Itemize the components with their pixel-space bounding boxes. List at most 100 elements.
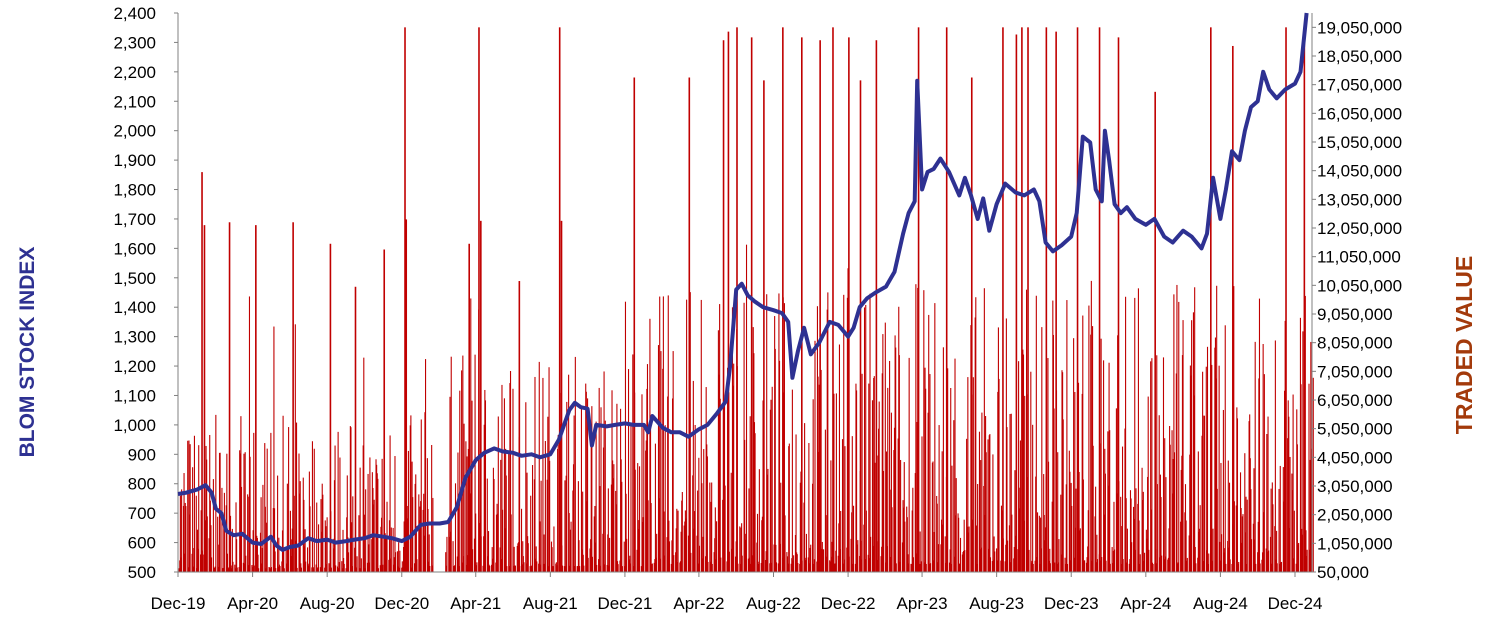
traded-value-bar <box>569 529 571 572</box>
traded-value-bar <box>885 451 888 572</box>
traded-value-bar <box>544 563 546 572</box>
traded-value-bar <box>563 566 565 572</box>
traded-value-bar <box>560 424 562 572</box>
traded-value-bar <box>288 427 290 572</box>
traded-value-bar <box>426 458 428 572</box>
traded-value-bar <box>449 396 451 572</box>
traded-value-bar <box>1255 563 1257 572</box>
traded-value-bar <box>1095 562 1097 572</box>
traded-value-bar <box>415 526 417 572</box>
traded-value-bar <box>653 562 655 572</box>
right-tick-label: 16,050,000 <box>1317 104 1402 123</box>
traded-value-bar <box>1194 546 1196 572</box>
traded-value-bar <box>431 445 433 572</box>
traded-value-bar <box>299 481 301 572</box>
traded-value-bar <box>1236 407 1238 572</box>
traded-value-bar <box>1280 562 1282 572</box>
traded-value-spike <box>1232 45 1234 572</box>
traded-value-bar <box>262 484 264 572</box>
traded-value-bar <box>628 559 630 572</box>
traded-value-bar <box>790 563 792 572</box>
left-axis-ticks: 500 600 700 800 900 1,000 1,100 1,200 1,300 1,400… <box>113 4 178 582</box>
traded-value-bar <box>675 552 677 572</box>
traded-value-bar <box>281 561 283 572</box>
traded-value-bar <box>429 565 431 572</box>
traded-value-bar <box>654 559 656 572</box>
left-tick-label: 600 <box>128 534 156 553</box>
traded-value-bar <box>1219 541 1221 572</box>
left-tick-label: 1,500 <box>113 269 156 288</box>
traded-value-bar <box>552 566 554 572</box>
traded-value-bar <box>1258 378 1260 572</box>
traded-value-bar <box>791 389 793 572</box>
traded-value-bar <box>493 478 495 572</box>
traded-value-bar <box>882 470 885 572</box>
traded-value-bar <box>863 307 866 572</box>
traded-value-bar <box>589 548 591 572</box>
traded-value-bar <box>1233 286 1235 572</box>
traded-value-bar <box>602 533 604 572</box>
traded-value-bar <box>1070 560 1072 572</box>
traded-value-bar <box>701 558 704 572</box>
traded-value-bar <box>963 550 965 572</box>
traded-value-bar <box>1000 505 1003 572</box>
traded-value-bar <box>223 492 225 572</box>
traded-value-bar <box>616 561 619 572</box>
traded-value-bar <box>719 304 721 572</box>
traded-value-bar <box>698 457 700 572</box>
traded-value-bar <box>329 568 331 572</box>
traded-value-spike <box>1154 91 1156 572</box>
traded-value-bar <box>852 563 854 572</box>
traded-value-bar <box>945 562 947 572</box>
traded-value-bar <box>337 431 339 572</box>
traded-value-bar <box>826 556 828 572</box>
traded-value-bar <box>178 568 180 572</box>
traded-value-bar <box>841 439 844 572</box>
traded-value-bar <box>878 401 880 572</box>
traded-value-bar <box>743 302 745 572</box>
traded-value-bar <box>912 487 914 572</box>
traded-value-bar <box>579 566 581 572</box>
traded-value-bar <box>824 429 826 572</box>
traded-value-bar <box>326 517 328 572</box>
traded-value-bar <box>671 540 673 572</box>
traded-value-bar <box>187 567 189 572</box>
traded-value-bar <box>907 563 910 572</box>
traded-value-bar <box>317 568 319 572</box>
traded-value-bar <box>239 450 241 572</box>
traded-value-bar <box>1131 542 1133 572</box>
traded-value-bar <box>1022 354 1025 572</box>
traded-value-bar <box>1114 549 1116 572</box>
traded-value-bar <box>1052 300 1054 572</box>
left-tick-label: 2,200 <box>113 63 156 82</box>
traded-value-bar <box>651 563 653 572</box>
traded-value-bar <box>694 511 696 572</box>
traded-value-bar <box>927 412 929 572</box>
traded-value-bar <box>958 563 960 572</box>
traded-value-bar <box>906 517 908 572</box>
traded-value-bar <box>461 370 463 572</box>
traded-value-bar <box>1186 557 1188 572</box>
traded-value-bar <box>716 521 718 572</box>
traded-value-bar <box>1171 430 1173 572</box>
traded-value-bar <box>513 565 515 572</box>
traded-value-bar <box>860 559 863 572</box>
traded-value-bar <box>390 558 392 572</box>
traded-value-bar <box>835 393 837 572</box>
traded-value-bar <box>668 541 671 572</box>
traded-value-bar <box>513 546 515 572</box>
traded-value-bar <box>816 306 818 572</box>
traded-value-bar <box>565 475 567 572</box>
traded-value-bar <box>1241 542 1243 572</box>
traded-value-bar <box>898 355 900 572</box>
traded-value-bar <box>899 561 901 572</box>
traded-value-bar <box>282 415 284 572</box>
traded-value-bar <box>549 460 551 572</box>
traded-value-bar <box>195 495 197 572</box>
traded-value-bar <box>238 567 240 572</box>
traded-value-bar <box>1109 430 1111 572</box>
traded-value-bar <box>774 348 776 572</box>
traded-value-bar <box>380 526 382 572</box>
traded-value-bar <box>655 557 657 572</box>
traded-value-bar <box>617 564 619 572</box>
